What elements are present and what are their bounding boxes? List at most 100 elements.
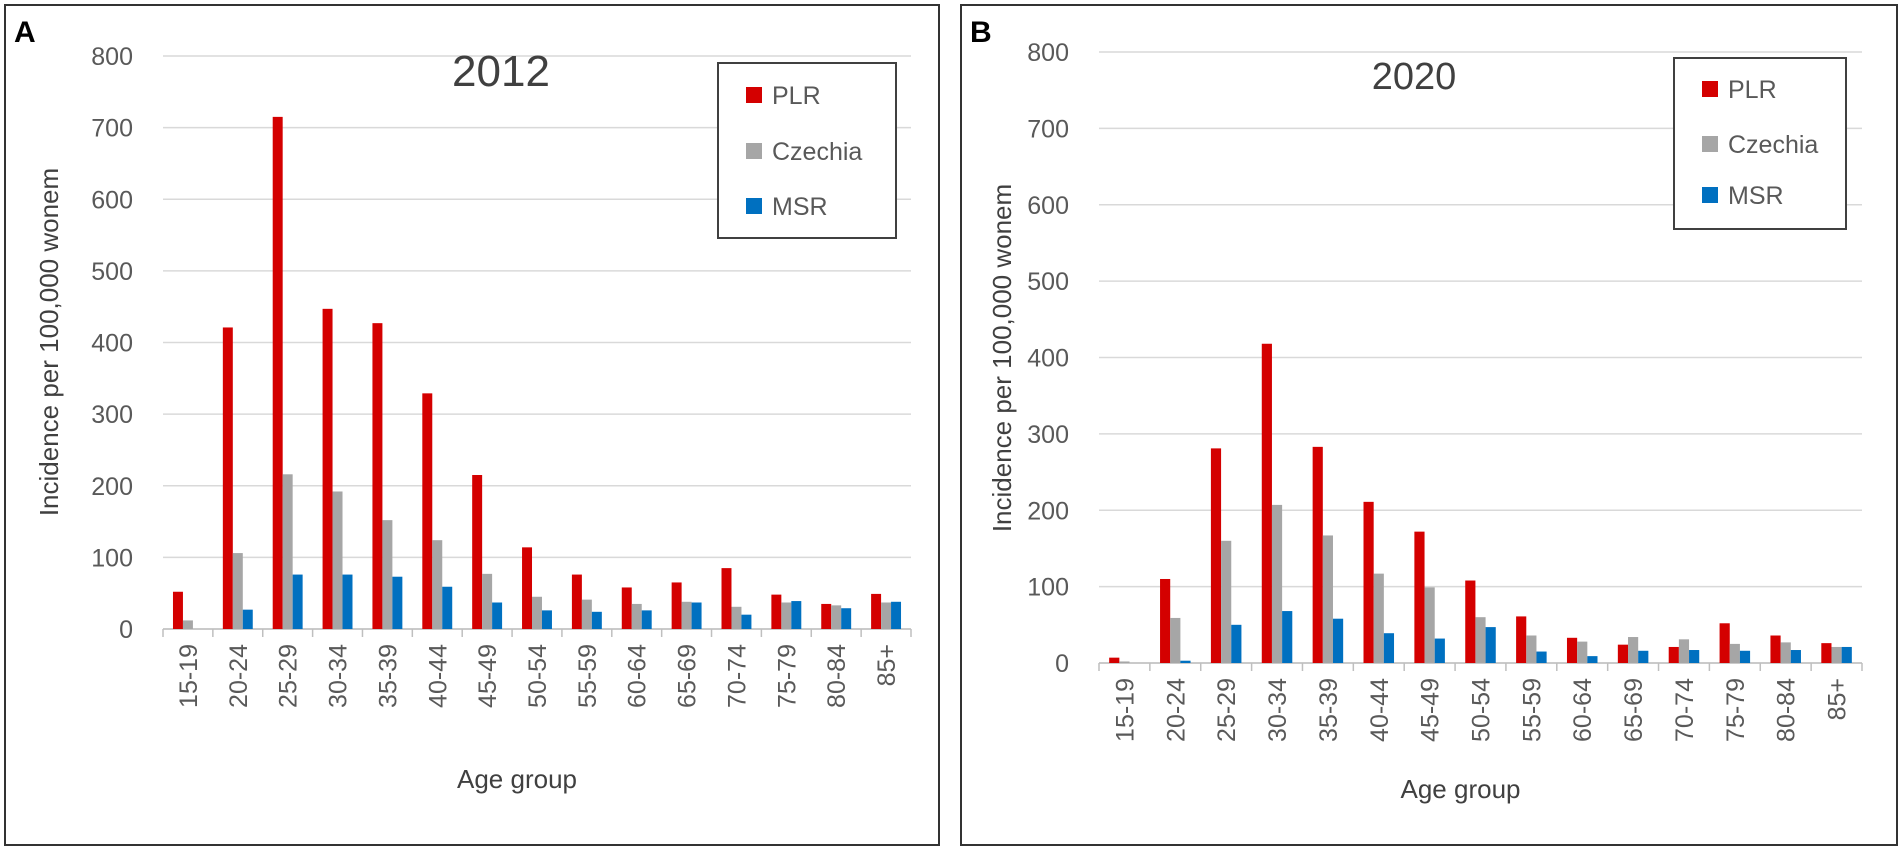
x-tick-label: 45-49 (1417, 678, 1445, 742)
legend-label: MSR (1728, 182, 1784, 210)
bar-msr (841, 608, 852, 629)
bar-plr (1363, 501, 1374, 663)
bar-czechia (1526, 635, 1537, 663)
y-tick-label: 700 (1027, 115, 1069, 143)
x-tick-label: 80-84 (1773, 678, 1801, 742)
x-tick-label: 45-49 (474, 644, 502, 708)
bar-plr (1566, 637, 1578, 663)
bar-plr (621, 587, 632, 629)
bar-msr (292, 574, 303, 629)
bar-msr (1485, 627, 1496, 663)
chart-title: 2012 (452, 47, 550, 96)
bar-msr (1587, 656, 1598, 663)
bar-plr (771, 594, 782, 629)
bar-msr (1739, 650, 1751, 663)
y-tick-label: 500 (1027, 268, 1069, 296)
bar-plr (1617, 644, 1629, 663)
bar-msr (791, 601, 802, 629)
bar-czechia (1475, 617, 1486, 663)
bar-msr (242, 609, 253, 629)
bar-msr (1434, 638, 1445, 663)
x-tick-label: 55-59 (1518, 678, 1546, 742)
bar-czechia (581, 599, 592, 629)
bar-plr (1414, 531, 1425, 663)
x-tick-label: 75-79 (773, 644, 801, 708)
bar-czechia (1831, 646, 1842, 663)
bar-plr (222, 327, 233, 629)
bar-czechia (182, 620, 193, 629)
bar-czechia (1170, 617, 1181, 663)
x-tick-label: 25-29 (275, 644, 303, 708)
x-tick-label: 35-39 (374, 644, 402, 708)
panel-a: A 0 100 200 300 400 500 600 700 800 15-19 20-24 25-… (4, 4, 940, 846)
x-tick-label: 30-34 (1264, 678, 1292, 742)
bar-plr (1821, 643, 1832, 663)
bar-plr (1465, 580, 1476, 663)
bar-czechia (1780, 642, 1791, 663)
bar-czechia (1119, 661, 1130, 663)
bar-czechia (881, 602, 892, 629)
panel-letter: A (14, 16, 36, 49)
bar-msr (691, 602, 702, 629)
x-tick-label: 50-54 (1468, 678, 1496, 742)
bar-plr (1770, 635, 1781, 663)
bar-msr (1689, 650, 1700, 663)
legend-swatch-czechia (1702, 136, 1718, 152)
x-tick-label: 85+ (873, 644, 901, 686)
bar-plr (821, 603, 832, 629)
legend-swatch-plr (746, 87, 762, 103)
x-tick-label: 60-64 (1569, 678, 1597, 742)
x-tick-label: 25-29 (1213, 678, 1241, 742)
bar-msr (392, 576, 403, 629)
bar-plr (272, 116, 283, 630)
y-axis-label: Incidence per 100,000 wonem (987, 184, 1017, 532)
bar-plr (322, 308, 333, 629)
bar-msr (641, 610, 652, 629)
x-tick-label: 40-44 (424, 644, 452, 708)
y-tick-label: 600 (91, 186, 133, 214)
y-tick-label: 0 (119, 616, 133, 644)
y-tick-label: 300 (91, 401, 133, 429)
chart-b: 0 100 200 300 400 500 600 700 800 15-19 20-24 25-29… (987, 39, 1863, 804)
x-tick-label: 15-19 (1111, 678, 1139, 742)
bar-czechia (532, 596, 542, 629)
x-axis-label: Age group (1401, 774, 1521, 804)
y-tick-label: 800 (1027, 39, 1069, 67)
y-tick-label: 400 (91, 330, 133, 358)
bar-plr (372, 323, 383, 629)
bar-czechia (631, 603, 642, 629)
y-tick-label: 0 (1055, 650, 1069, 678)
y-tick-label: 700 (91, 115, 133, 143)
legend-swatch-czechia (746, 143, 762, 159)
bar-msr (591, 611, 602, 629)
x-tick-label: 15-19 (175, 644, 203, 708)
bar-msr (1536, 651, 1547, 663)
bar-czechia (1678, 639, 1690, 663)
bar-msr (741, 614, 752, 629)
bar-plr (522, 547, 533, 629)
bar-czechia (1373, 573, 1384, 663)
bar-czechia (1322, 535, 1333, 663)
bar-czechia (382, 520, 393, 629)
bar-plr (1668, 646, 1679, 663)
bar-msr (891, 601, 902, 629)
x-tick-label: 70-74 (1671, 678, 1699, 742)
legend-label: MSR (772, 193, 828, 221)
bar-plr (1160, 578, 1171, 663)
x-tick-label: 20-24 (1162, 678, 1190, 742)
y-tick-label: 600 (1027, 192, 1069, 220)
x-tick-label: 75-79 (1722, 678, 1750, 742)
chart-title: 2020 (1372, 56, 1457, 98)
y-tick-label: 800 (91, 43, 133, 71)
legend-label: Czechia (1728, 131, 1818, 159)
x-tick-label: 20-24 (225, 644, 253, 708)
legend-swatch-msr (1702, 187, 1718, 203)
y-tick-label: 200 (1027, 497, 1069, 525)
x-tick-label: 65-69 (1620, 678, 1648, 742)
bar-msr (492, 602, 503, 629)
bar-czechia (681, 601, 692, 629)
legend-label: Czechia (772, 138, 862, 166)
x-tick-label: 30-34 (325, 644, 353, 708)
x-tick-label: 50-54 (524, 644, 552, 708)
bar-msr (1383, 633, 1395, 663)
